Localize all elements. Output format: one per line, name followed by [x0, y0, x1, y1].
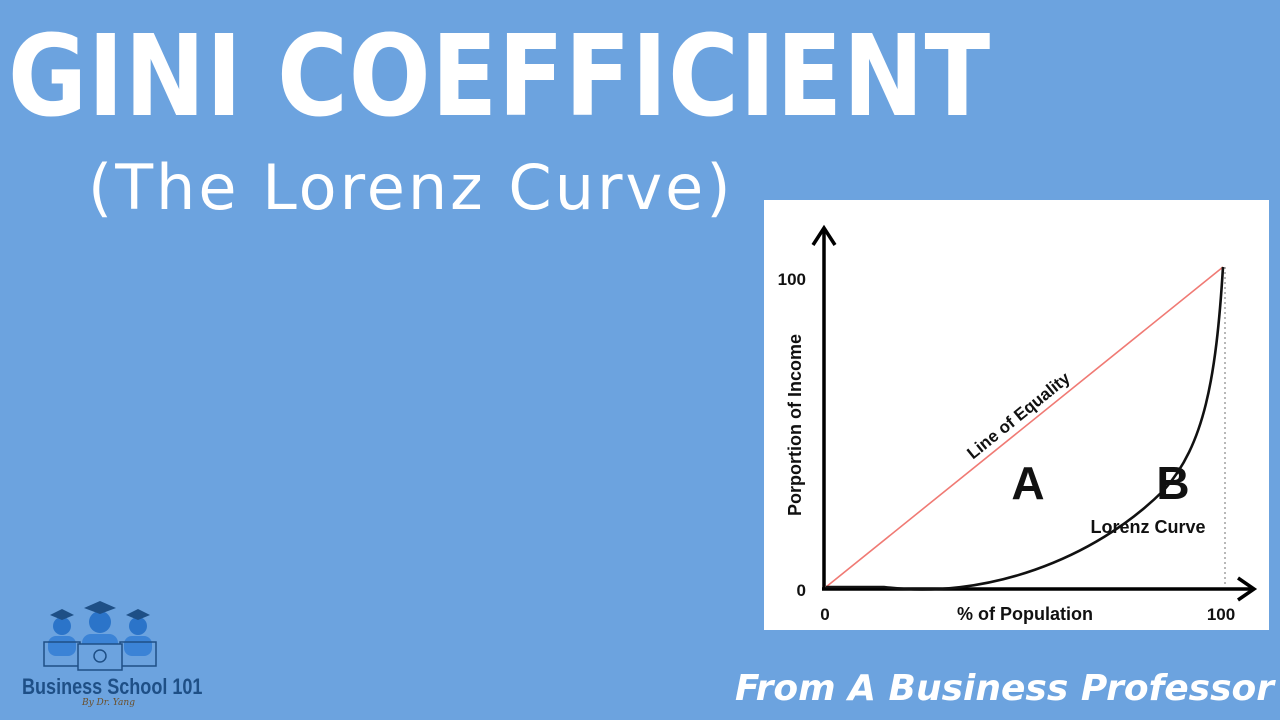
- logo-tagline: By Dr. Yang: [82, 698, 135, 708]
- graduates-icon: [43, 601, 157, 671]
- x-axis-arrow-icon: [1237, 576, 1258, 602]
- line-of-equality: [825, 266, 1224, 588]
- region-b-label: B: [1156, 457, 1189, 509]
- y-tick-100: 100: [778, 270, 806, 289]
- region-a-label: A: [1011, 457, 1044, 509]
- lorenz-curve: [826, 266, 1225, 591]
- diagram-canvas: 100 0 0 100 % of Population Porportion o…: [778, 224, 1258, 624]
- x-tick-100: 100: [1207, 605, 1235, 624]
- business-school-logo: Business School 101 By Dr. Yang: [18, 598, 202, 710]
- logo-wordmark: Business School 101: [22, 674, 203, 699]
- x-tick-0: 0: [820, 605, 829, 624]
- x-axis-label: % of Population: [957, 604, 1093, 624]
- page-subtitle: (The Lorenz Curve): [88, 151, 734, 224]
- y-axis-label: Porportion of Income: [785, 334, 805, 516]
- y-axis-arrow-icon: [811, 224, 837, 246]
- lorenz-curve-label: Lorenz Curve: [1090, 517, 1205, 537]
- y-tick-0: 0: [797, 581, 806, 600]
- footer-credit: From A Business Professor: [734, 668, 1274, 709]
- lorenz-curve-diagram: 100 0 0 100 % of Population Porportion o…: [764, 200, 1269, 630]
- line-of-equality-label: Line of Equality: [963, 368, 1074, 463]
- page-title: GINI COEFFICIENT: [8, 12, 992, 142]
